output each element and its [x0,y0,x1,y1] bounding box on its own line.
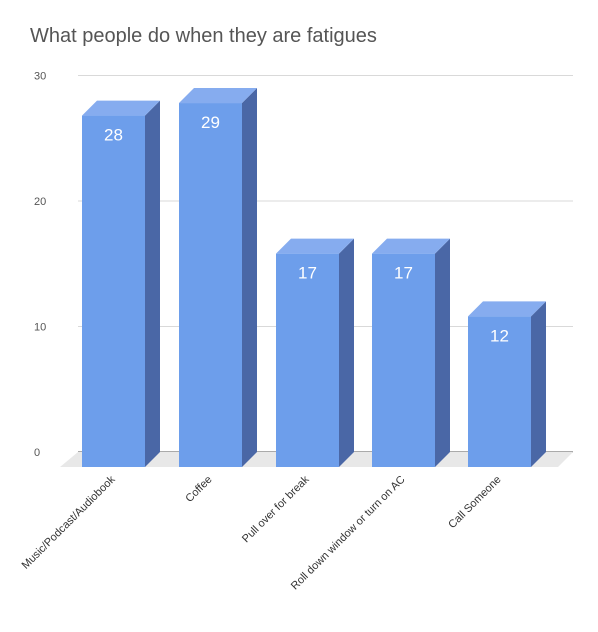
category-label: Call Someone [446,474,503,531]
bar-side [242,88,257,468]
bar-front [82,115,145,467]
bar-side [531,301,546,467]
category-label: Music/Podcast/Audiobook [20,473,118,571]
data-label: 12 [490,326,509,345]
bar-front [276,253,339,467]
bar: 17 [276,238,354,467]
category-label: Coffee [183,474,214,505]
data-label: 17 [298,264,317,283]
bar-top [468,301,546,317]
bar: 17 [372,238,450,467]
y-tick-label: 10 [34,322,46,334]
chart-title: What people do when they are fatigues [30,25,377,47]
y-tick-label: 20 [34,196,46,208]
bar-front [372,253,435,467]
bar-side [145,100,160,467]
bar-side [339,238,354,467]
bar-front [179,103,242,468]
category-label: Roll down window or turn on AC [289,474,408,593]
bar-top [276,238,354,254]
bar-top [372,238,450,254]
bar-side [435,238,450,467]
bar-top [179,88,257,104]
bar-front [468,316,531,467]
bar: 12 [468,301,546,467]
y-tick-label: 0 [34,447,40,459]
bar: 28 [82,100,160,467]
data-label: 29 [201,113,220,132]
y-tick-label: 30 [34,71,46,83]
category-label: Pull over for break [240,473,312,545]
bar-top [82,100,160,116]
data-label: 17 [394,264,413,283]
bar: 29 [179,88,257,468]
data-label: 28 [104,126,123,145]
